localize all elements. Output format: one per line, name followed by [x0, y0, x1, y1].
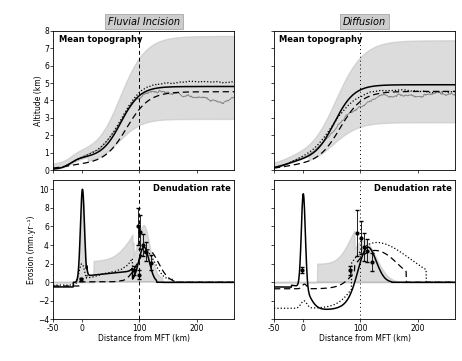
Text: Denudation rate: Denudation rate — [374, 184, 451, 193]
Y-axis label: Altitude (km): Altitude (km) — [34, 75, 43, 126]
X-axis label: Distance from MFT (km): Distance from MFT (km) — [97, 334, 190, 343]
Text: Mean topography: Mean topography — [280, 35, 363, 44]
Text: Mean topography: Mean topography — [59, 35, 142, 44]
X-axis label: Distance from MFT (km): Distance from MFT (km) — [318, 334, 411, 343]
Y-axis label: Erosion (mm.yr⁻¹): Erosion (mm.yr⁻¹) — [27, 216, 36, 284]
Text: Diffusion: Diffusion — [343, 17, 386, 26]
Text: Fluvial Incision: Fluvial Incision — [108, 17, 180, 26]
Text: Denudation rate: Denudation rate — [153, 184, 231, 193]
